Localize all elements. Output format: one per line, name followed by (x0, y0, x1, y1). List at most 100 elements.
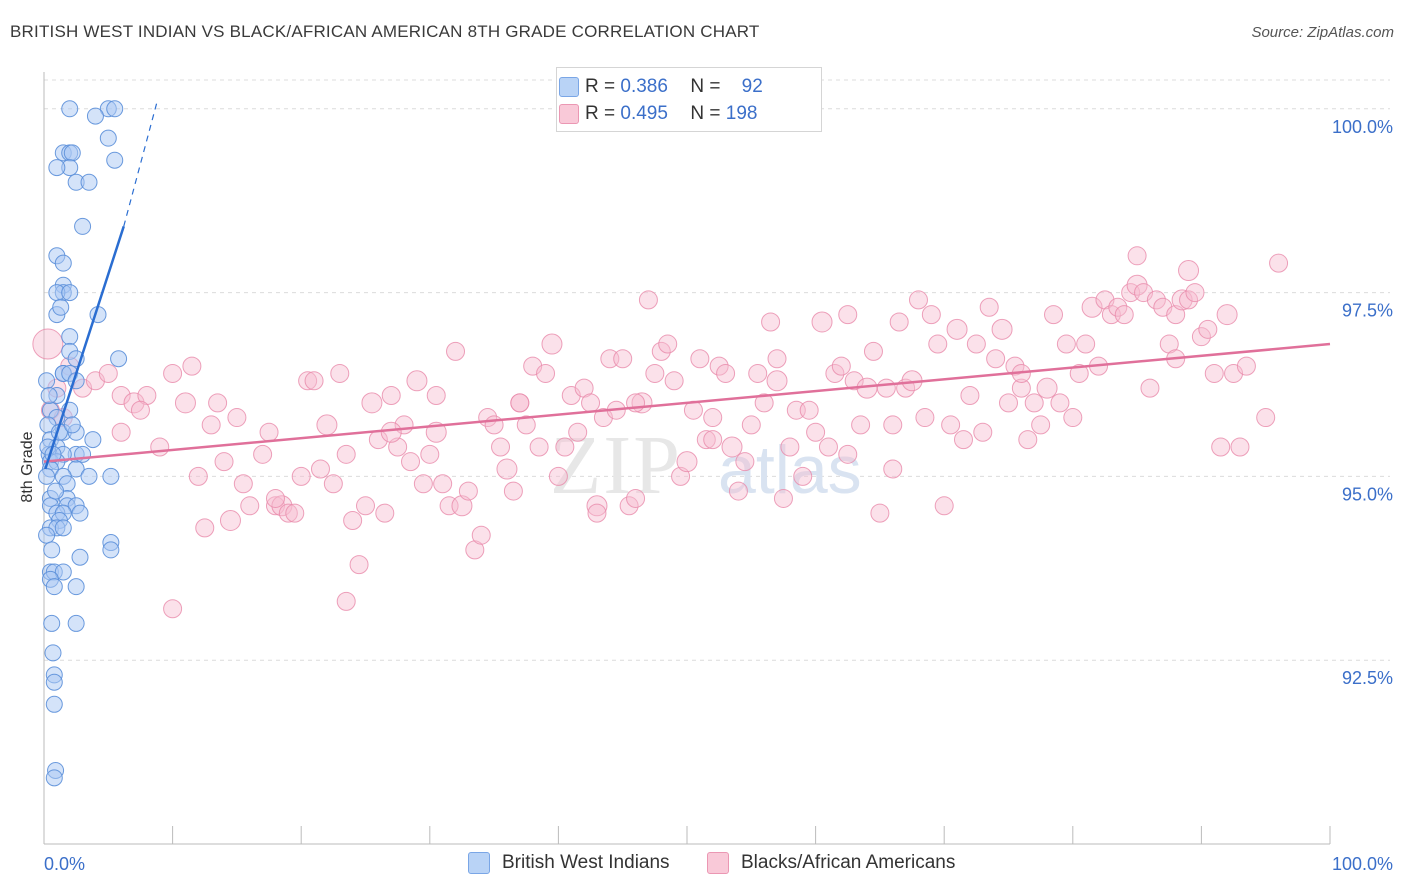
data-point-black-african-american (721, 436, 743, 458)
bottom-legend-label: British West Indians (502, 852, 670, 873)
data-point-british-west-indian (61, 100, 79, 118)
data-point-black-african-american (201, 415, 221, 435)
data-point-british-west-indian (38, 372, 56, 390)
data-point-british-west-indian (99, 129, 117, 147)
data-point-black-african-american (233, 474, 253, 494)
data-point-black-african-american (1179, 290, 1199, 310)
data-point-british-west-indian (80, 173, 98, 191)
data-point-black-african-american (838, 444, 858, 464)
data-point-black-african-american (1024, 393, 1044, 413)
bottom-legend: British West Indians Blacks/African Amer… (0, 852, 1406, 878)
watermark-zip: ZIP (550, 419, 682, 512)
data-point-black-african-american (921, 305, 941, 325)
data-point-black-african-american (1216, 304, 1238, 326)
x-tick-label: 0.0% (44, 854, 85, 874)
data-point-black-african-american (265, 488, 285, 508)
data-point-black-african-american (310, 459, 330, 479)
bottom-legend-label: Blacks/African Americans (741, 852, 956, 873)
data-point-black-african-american (336, 591, 356, 611)
data-point-black-african-american (1018, 430, 1038, 450)
tick-labels: 92.5% 95.0% 97.5% 100.0% 0.0% 100.0% (44, 117, 1393, 874)
data-point-black-african-american (709, 356, 729, 376)
series-british-west-indians (38, 100, 128, 787)
data-point-black-african-american (973, 422, 993, 442)
data-point-black-african-american (941, 415, 961, 435)
data-point-black-african-american (516, 415, 536, 435)
data-point-british-west-indian (102, 541, 120, 559)
data-point-black-african-american (336, 444, 356, 464)
data-point-black-african-american (163, 363, 183, 383)
data-point-british-west-indian (71, 504, 89, 522)
data-point-black-african-american (676, 451, 698, 473)
data-point-black-african-american (586, 495, 608, 517)
data-point-black-african-american (1126, 274, 1148, 296)
data-point-british-west-indian (43, 614, 61, 632)
data-point-black-african-american (999, 393, 1018, 413)
data-point-british-west-indian (67, 460, 85, 478)
bottom-legend-item-british-west-indians: British West Indians (468, 852, 670, 874)
data-point-black-african-american (1056, 334, 1076, 354)
data-point-british-west-indian (45, 673, 63, 691)
data-point-black-african-american (735, 452, 755, 472)
data-point-black-african-american (1269, 253, 1289, 273)
bottom-legend-swatch-pink (707, 852, 729, 874)
data-point-black-african-american (271, 495, 293, 517)
data-point-black-african-american (773, 488, 793, 508)
stats-legend: R = 0.386 N = 92 R = 0.495 N = 198 (556, 67, 822, 132)
bottom-legend-item-blacks-african-americans: Blacks/African Americans (707, 852, 955, 874)
data-point-black-african-american (928, 334, 948, 354)
data-point-black-african-american (380, 421, 402, 443)
x-tick-label: 100.0% (1332, 854, 1393, 874)
data-point-black-african-american (568, 422, 588, 442)
data-point-black-african-american (285, 503, 305, 523)
trend-line-extension-british-west-indians (123, 101, 158, 227)
data-point-black-african-american (259, 422, 279, 442)
data-point-black-african-american (174, 392, 196, 414)
data-point-black-african-american (851, 415, 871, 435)
data-point-black-african-american (1114, 305, 1134, 325)
data-point-black-african-american (1171, 289, 1193, 311)
data-point-british-west-indian (61, 284, 79, 302)
data-point-british-west-indian (74, 445, 92, 463)
y-tick-label: 100.0% (1332, 117, 1393, 137)
data-point-black-african-american (811, 311, 833, 333)
data-point-black-african-american (356, 496, 375, 516)
data-point-black-african-american (123, 392, 145, 414)
data-point-black-african-american (761, 312, 781, 332)
data-point-black-african-american (664, 371, 684, 391)
data-point-black-african-american (986, 349, 1006, 369)
legend-row-blacks-african-americans: R = 0.495 N = 198 (559, 102, 758, 126)
data-point-black-african-american (1211, 437, 1231, 457)
trend-line-blacks-african-americans (43, 342, 1331, 463)
data-point-black-african-american (529, 437, 549, 457)
data-point-black-african-american (703, 430, 723, 450)
data-point-black-african-american (413, 474, 433, 494)
data-point-black-african-american (825, 363, 845, 383)
data-point-british-west-indian (45, 695, 63, 713)
data-point-black-african-american (991, 318, 1013, 340)
data-point-black-african-american (150, 437, 170, 457)
data-point-black-african-american (548, 466, 568, 486)
data-point-black-african-american (298, 371, 318, 391)
data-point-british-west-indian (61, 328, 79, 346)
data-point-black-african-american (613, 349, 633, 369)
data-point-british-west-indian (47, 482, 65, 500)
trend-line-british-west-indians (44, 226, 125, 470)
data-point-black-african-american (766, 370, 788, 392)
data-point-black-african-american (406, 370, 428, 392)
data-point-black-african-american (658, 334, 678, 354)
data-point-black-african-american (1076, 334, 1096, 354)
data-point-black-african-american (451, 495, 473, 517)
data-point-black-african-american (870, 503, 890, 523)
data-point-black-african-american (253, 444, 273, 464)
data-point-black-african-american (806, 422, 826, 442)
legend-n-value: 198 (725, 103, 758, 124)
data-point-black-african-american (1140, 378, 1160, 398)
data-point-black-african-american (401, 452, 421, 472)
data-point-black-african-american (375, 503, 395, 523)
data-point-black-african-american (426, 386, 446, 406)
data-point-black-african-american (1036, 377, 1058, 399)
data-point-black-african-american (555, 437, 575, 457)
data-point-black-african-american (1081, 296, 1103, 318)
data-point-black-african-american (876, 378, 896, 398)
